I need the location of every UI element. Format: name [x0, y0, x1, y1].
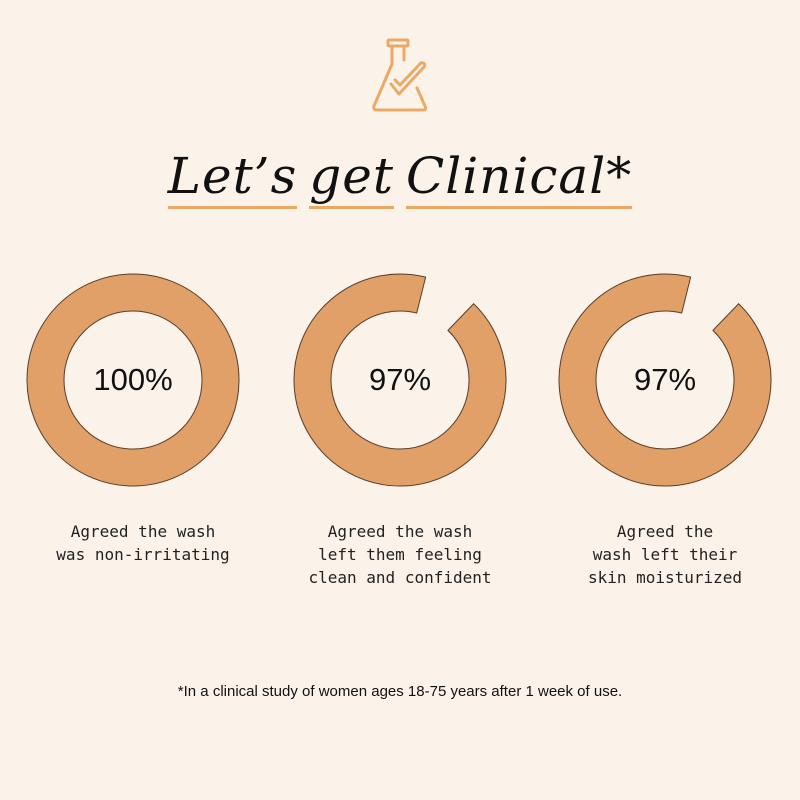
stat-value: 100%: [93, 362, 173, 397]
stat-caption: Agreed the wash was non-irritating: [56, 522, 230, 564]
title-word: Clinical*: [405, 146, 633, 209]
stat-value: 97%: [368, 362, 432, 397]
title-word: Let’s: [167, 146, 298, 209]
ring-arc: [26, 273, 240, 487]
stat-caption: Agreed the wash left their skin moisturi…: [587, 522, 743, 587]
footnote: *In a clinical study of women ages 18-75…: [177, 683, 623, 700]
stat-caption: Agreed the wash left them feeling clean …: [308, 522, 492, 587]
flask-check-icon: [372, 38, 428, 112]
ring-arc: [293, 273, 507, 487]
stat-ring-2: 97%: [292, 272, 508, 488]
page-title: Let’s get Clinical*: [0, 146, 800, 209]
ring-mark: [558, 273, 772, 487]
stat-ring-3: 97%: [557, 272, 773, 488]
ring-arc: [558, 273, 772, 487]
ring-mark: [26, 273, 240, 487]
title-word: get: [309, 146, 394, 209]
stat-ring-1: 100%: [25, 272, 241, 488]
ring-mark: [293, 273, 507, 487]
stat-value: 97%: [633, 362, 697, 397]
